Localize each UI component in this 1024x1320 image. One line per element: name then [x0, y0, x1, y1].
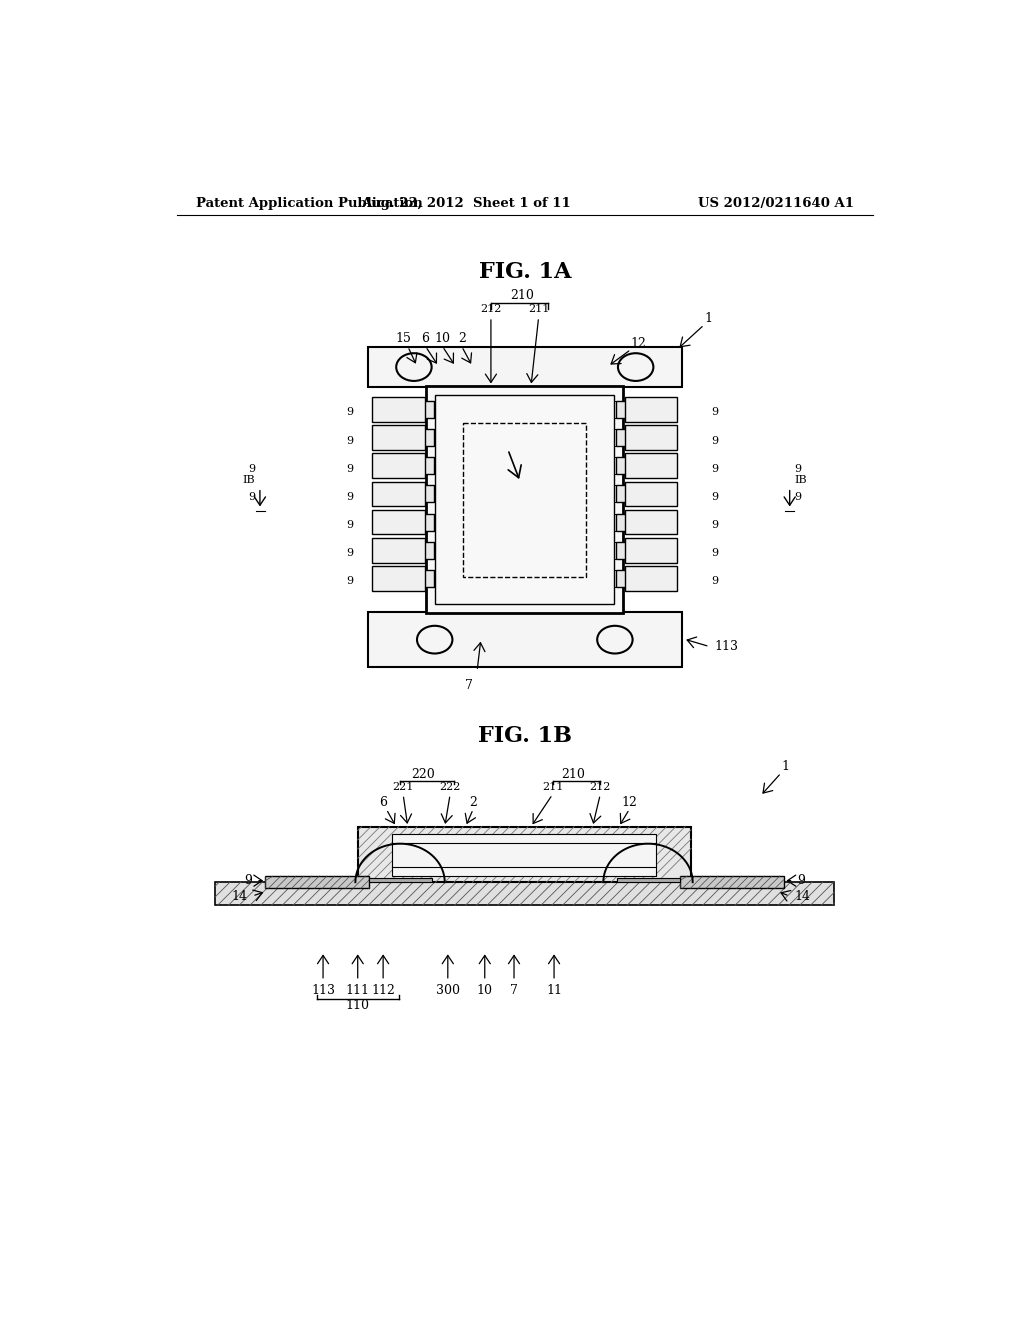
Text: 9: 9	[248, 492, 255, 502]
Text: 113: 113	[311, 983, 335, 997]
Bar	[615, 457, 628, 474]
Text: IB: IB	[243, 475, 255, 484]
Bar	[215, 882, 835, 906]
Text: 14: 14	[231, 890, 248, 903]
Text: 7: 7	[466, 678, 473, 692]
Bar	[617, 878, 680, 882]
Text: 1: 1	[705, 312, 712, 325]
Bar	[422, 486, 434, 503]
Bar	[625, 537, 677, 562]
Bar	[265, 876, 370, 888]
Text: 9: 9	[347, 408, 354, 417]
Text: 211: 211	[528, 305, 549, 314]
Text: 222: 222	[439, 783, 461, 792]
Text: 9: 9	[711, 492, 718, 502]
Bar	[625, 397, 677, 421]
Text: 7: 7	[510, 983, 518, 997]
Bar	[615, 429, 628, 446]
Text: 220: 220	[412, 768, 435, 781]
Bar	[615, 513, 628, 531]
Bar	[435, 395, 614, 605]
Bar	[422, 541, 434, 558]
Text: 9: 9	[245, 874, 252, 887]
Text: 9: 9	[711, 436, 718, 446]
Bar	[422, 513, 434, 531]
Bar	[373, 510, 425, 535]
Text: 212: 212	[590, 783, 611, 792]
Text: 1: 1	[781, 760, 790, 774]
Bar	[373, 566, 425, 590]
Text: 6: 6	[379, 796, 387, 809]
Text: 9: 9	[347, 492, 354, 502]
Text: 221: 221	[392, 783, 414, 792]
Bar	[422, 457, 434, 474]
Text: 9: 9	[711, 577, 718, 586]
Text: 14: 14	[795, 890, 810, 903]
Bar	[680, 876, 783, 888]
Text: 9: 9	[798, 874, 805, 887]
Bar	[625, 453, 677, 478]
Bar	[426, 385, 624, 614]
Bar	[422, 429, 434, 446]
Text: 10: 10	[477, 983, 493, 997]
Text: 113: 113	[714, 640, 738, 653]
Text: 9: 9	[711, 463, 718, 474]
Text: 9: 9	[711, 520, 718, 531]
Text: 11: 11	[546, 983, 562, 997]
Text: 9: 9	[347, 577, 354, 586]
Text: 9: 9	[347, 520, 354, 531]
Text: 211: 211	[542, 783, 563, 792]
Text: 9: 9	[795, 463, 802, 474]
Bar	[357, 826, 691, 882]
Text: Aug. 23, 2012  Sheet 1 of 11: Aug. 23, 2012 Sheet 1 of 11	[360, 197, 570, 210]
Text: 110: 110	[346, 999, 370, 1012]
Bar	[625, 510, 677, 535]
Bar	[463, 422, 587, 577]
Text: Patent Application Publication: Patent Application Publication	[196, 197, 423, 210]
Bar	[373, 425, 425, 450]
Text: 2: 2	[458, 333, 466, 345]
Text: 112: 112	[371, 983, 395, 997]
Text: 12: 12	[631, 337, 647, 350]
Text: 9: 9	[347, 463, 354, 474]
Bar	[615, 486, 628, 503]
Text: FIG. 1B: FIG. 1B	[478, 725, 571, 747]
Bar	[615, 570, 628, 587]
Bar	[373, 453, 425, 478]
Bar	[615, 401, 628, 418]
Text: 9: 9	[795, 492, 802, 502]
Text: 210: 210	[510, 289, 534, 302]
Text: 212: 212	[480, 305, 502, 314]
Bar	[370, 878, 432, 882]
Text: 6: 6	[422, 333, 429, 345]
Text: 2: 2	[469, 796, 477, 809]
Bar	[373, 482, 425, 506]
Text: 111: 111	[346, 983, 370, 997]
Bar	[422, 401, 434, 418]
Bar	[625, 482, 677, 506]
Bar	[625, 425, 677, 450]
Bar	[392, 834, 656, 876]
Text: 9: 9	[347, 436, 354, 446]
Text: 12: 12	[622, 796, 638, 809]
Bar	[625, 566, 677, 590]
Bar	[373, 397, 425, 421]
Text: IB: IB	[795, 475, 807, 484]
Text: 300: 300	[436, 983, 460, 997]
Bar	[368, 612, 682, 668]
Bar	[373, 537, 425, 562]
Text: 9: 9	[711, 548, 718, 558]
Text: 15: 15	[395, 333, 411, 345]
Text: 9: 9	[711, 408, 718, 417]
Text: 10: 10	[434, 333, 451, 345]
Text: US 2012/0211640 A1: US 2012/0211640 A1	[698, 197, 854, 210]
Bar	[615, 541, 628, 558]
Bar	[422, 570, 434, 587]
Text: 210: 210	[561, 768, 586, 781]
Bar	[368, 347, 682, 387]
Text: 9: 9	[347, 548, 354, 558]
Text: 9: 9	[248, 463, 255, 474]
Text: FIG. 1A: FIG. 1A	[478, 261, 571, 284]
